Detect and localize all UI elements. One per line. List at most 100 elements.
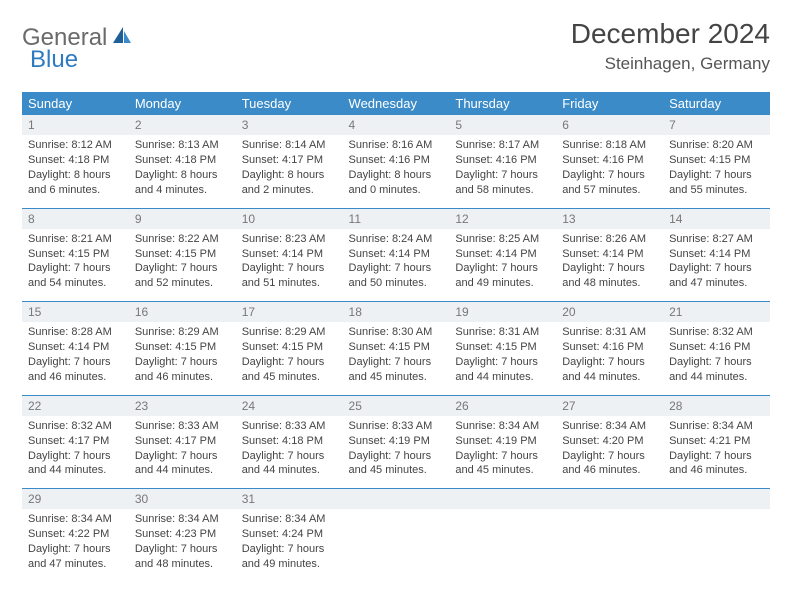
daylight-line: Daylight: 7 hours and 50 minutes. [349, 261, 444, 291]
sunset-line: Sunset: 4:14 PM [562, 247, 657, 262]
day-data-cell: Sunrise: 8:17 AMSunset: 4:16 PMDaylight:… [449, 135, 556, 208]
daylight-line: Daylight: 7 hours and 46 minutes. [135, 355, 230, 385]
sunrise-line: Sunrise: 8:34 AM [28, 512, 123, 527]
day-data-cell: Sunrise: 8:21 AMSunset: 4:15 PMDaylight:… [22, 229, 129, 302]
sunset-line: Sunset: 4:22 PM [28, 527, 123, 542]
daylight-line: Daylight: 7 hours and 57 minutes. [562, 168, 657, 198]
day-data-cell: Sunrise: 8:33 AMSunset: 4:18 PMDaylight:… [236, 416, 343, 489]
sunset-line: Sunset: 4:15 PM [669, 153, 764, 168]
day-header: Thursday [449, 92, 556, 115]
sunset-line: Sunset: 4:20 PM [562, 434, 657, 449]
sunset-line: Sunset: 4:16 PM [669, 340, 764, 355]
sunset-line: Sunset: 4:15 PM [242, 340, 337, 355]
day-number-cell: 24 [236, 395, 343, 416]
day-number-cell: 23 [129, 395, 236, 416]
sunset-line: Sunset: 4:16 PM [562, 153, 657, 168]
sunset-line: Sunset: 4:14 PM [28, 340, 123, 355]
day-data-cell [449, 509, 556, 581]
day-number-cell: 31 [236, 489, 343, 510]
sunrise-line: Sunrise: 8:34 AM [135, 512, 230, 527]
day-data-cell: Sunrise: 8:12 AMSunset: 4:18 PMDaylight:… [22, 135, 129, 208]
sunrise-line: Sunrise: 8:34 AM [242, 512, 337, 527]
logo-sail-icon [111, 25, 133, 52]
day-number-cell [663, 489, 770, 510]
day-number-cell: 27 [556, 395, 663, 416]
day-data-cell: Sunrise: 8:34 AMSunset: 4:24 PMDaylight:… [236, 509, 343, 581]
day-data-cell: Sunrise: 8:33 AMSunset: 4:17 PMDaylight:… [129, 416, 236, 489]
daylight-line: Daylight: 7 hours and 44 minutes. [135, 449, 230, 479]
sunrise-line: Sunrise: 8:12 AM [28, 138, 123, 153]
sunset-line: Sunset: 4:18 PM [28, 153, 123, 168]
day-data-cell: Sunrise: 8:34 AMSunset: 4:21 PMDaylight:… [663, 416, 770, 489]
sunset-line: Sunset: 4:18 PM [135, 153, 230, 168]
daylight-line: Daylight: 7 hours and 48 minutes. [135, 542, 230, 572]
day-data-row: Sunrise: 8:12 AMSunset: 4:18 PMDaylight:… [22, 135, 770, 208]
day-data-row: Sunrise: 8:28 AMSunset: 4:14 PMDaylight:… [22, 322, 770, 395]
daylight-line: Daylight: 7 hours and 49 minutes. [455, 261, 550, 291]
sunset-line: Sunset: 4:14 PM [242, 247, 337, 262]
day-header: Monday [129, 92, 236, 115]
day-data-cell: Sunrise: 8:30 AMSunset: 4:15 PMDaylight:… [343, 322, 450, 395]
sunrise-line: Sunrise: 8:34 AM [669, 419, 764, 434]
day-number-cell [343, 489, 450, 510]
day-number-cell: 26 [449, 395, 556, 416]
sunset-line: Sunset: 4:15 PM [135, 247, 230, 262]
sunset-line: Sunset: 4:17 PM [135, 434, 230, 449]
day-data-cell: Sunrise: 8:34 AMSunset: 4:22 PMDaylight:… [22, 509, 129, 581]
day-number-cell: 3 [236, 115, 343, 135]
day-header: Sunday [22, 92, 129, 115]
day-data-cell: Sunrise: 8:31 AMSunset: 4:15 PMDaylight:… [449, 322, 556, 395]
day-data-cell: Sunrise: 8:25 AMSunset: 4:14 PMDaylight:… [449, 229, 556, 302]
sunrise-line: Sunrise: 8:13 AM [135, 138, 230, 153]
month-title: December 2024 [571, 18, 770, 50]
day-number-cell: 6 [556, 115, 663, 135]
daylight-line: Daylight: 8 hours and 0 minutes. [349, 168, 444, 198]
day-number-cell: 7 [663, 115, 770, 135]
daylight-line: Daylight: 7 hours and 45 minutes. [242, 355, 337, 385]
daylight-line: Daylight: 7 hours and 47 minutes. [669, 261, 764, 291]
day-number-cell: 15 [22, 302, 129, 323]
day-data-cell: Sunrise: 8:26 AMSunset: 4:14 PMDaylight:… [556, 229, 663, 302]
daylight-line: Daylight: 8 hours and 6 minutes. [28, 168, 123, 198]
day-data-cell: Sunrise: 8:32 AMSunset: 4:17 PMDaylight:… [22, 416, 129, 489]
sunrise-line: Sunrise: 8:31 AM [562, 325, 657, 340]
day-data-cell: Sunrise: 8:24 AMSunset: 4:14 PMDaylight:… [343, 229, 450, 302]
day-data-cell: Sunrise: 8:29 AMSunset: 4:15 PMDaylight:… [129, 322, 236, 395]
day-data-cell: Sunrise: 8:14 AMSunset: 4:17 PMDaylight:… [236, 135, 343, 208]
day-data-cell [556, 509, 663, 581]
day-number-cell: 10 [236, 208, 343, 229]
day-data-cell [663, 509, 770, 581]
day-number-row: 15161718192021 [22, 302, 770, 323]
day-data-row: Sunrise: 8:34 AMSunset: 4:22 PMDaylight:… [22, 509, 770, 581]
sunset-line: Sunset: 4:18 PM [242, 434, 337, 449]
daylight-line: Daylight: 7 hours and 44 minutes. [455, 355, 550, 385]
sunset-line: Sunset: 4:15 PM [135, 340, 230, 355]
day-number-cell: 5 [449, 115, 556, 135]
sunrise-line: Sunrise: 8:33 AM [135, 419, 230, 434]
day-header-row: Sunday Monday Tuesday Wednesday Thursday… [22, 92, 770, 115]
sunset-line: Sunset: 4:17 PM [242, 153, 337, 168]
day-data-cell: Sunrise: 8:20 AMSunset: 4:15 PMDaylight:… [663, 135, 770, 208]
day-number-cell: 25 [343, 395, 450, 416]
day-data-cell: Sunrise: 8:16 AMSunset: 4:16 PMDaylight:… [343, 135, 450, 208]
sunrise-line: Sunrise: 8:22 AM [135, 232, 230, 247]
daylight-line: Daylight: 7 hours and 46 minutes. [669, 449, 764, 479]
day-header: Tuesday [236, 92, 343, 115]
day-data-cell: Sunrise: 8:34 AMSunset: 4:19 PMDaylight:… [449, 416, 556, 489]
sunset-line: Sunset: 4:15 PM [349, 340, 444, 355]
sunrise-line: Sunrise: 8:21 AM [28, 232, 123, 247]
logo-word-2: Blue [30, 46, 78, 73]
day-number-cell: 12 [449, 208, 556, 229]
day-data-cell: Sunrise: 8:34 AMSunset: 4:20 PMDaylight:… [556, 416, 663, 489]
daylight-line: Daylight: 7 hours and 52 minutes. [135, 261, 230, 291]
day-number-cell: 17 [236, 302, 343, 323]
sunrise-line: Sunrise: 8:18 AM [562, 138, 657, 153]
daylight-line: Daylight: 7 hours and 44 minutes. [242, 449, 337, 479]
daylight-line: Daylight: 7 hours and 44 minutes. [562, 355, 657, 385]
day-header: Friday [556, 92, 663, 115]
daylight-line: Daylight: 7 hours and 45 minutes. [349, 355, 444, 385]
daylight-line: Daylight: 7 hours and 51 minutes. [242, 261, 337, 291]
day-number-cell: 21 [663, 302, 770, 323]
daylight-line: Daylight: 7 hours and 44 minutes. [669, 355, 764, 385]
day-number-cell: 2 [129, 115, 236, 135]
